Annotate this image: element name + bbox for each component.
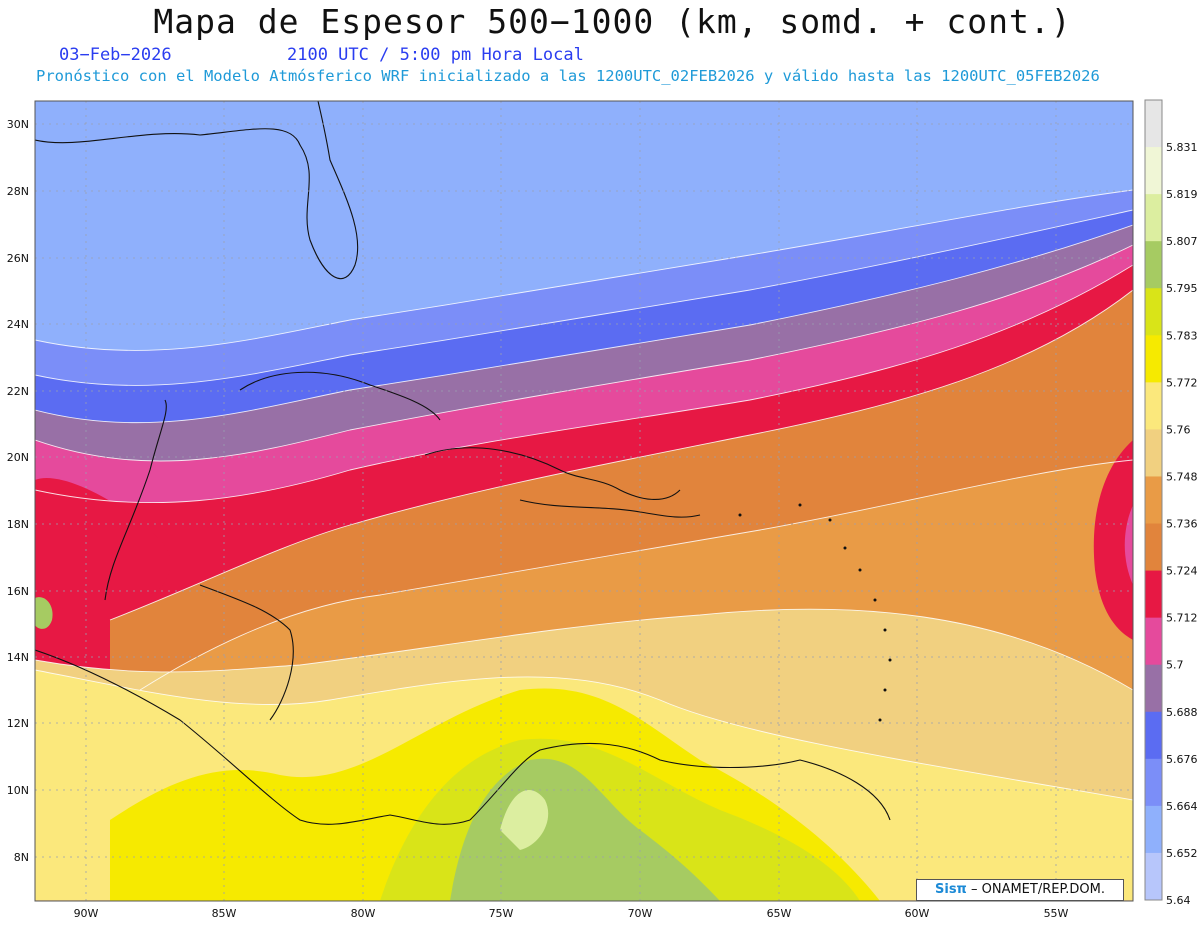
colorbar-label: 5.783 (1166, 329, 1198, 342)
lat-label: 30N (7, 118, 29, 131)
colorbar-swatch (1145, 711, 1162, 760)
colorbar-label: 5.688 (1166, 706, 1198, 719)
colorbar-swatch (1145, 241, 1162, 289)
lon-label: 65W (767, 907, 792, 920)
lat-label: 28N (7, 185, 29, 198)
colorbar-label: 5.64 (1166, 894, 1191, 907)
colorbar-swatch (1145, 147, 1162, 195)
band-east-5700 (1093, 440, 1133, 640)
credit-box: Sisπ – ONAMET/REP.DOM. (916, 879, 1124, 901)
colorbar-swatch (1145, 335, 1162, 383)
band-east-5688 (1124, 505, 1133, 585)
lat-label: 20N (7, 451, 29, 464)
lon-label: 60W (905, 907, 930, 920)
colorbar-label: 5.724 (1166, 565, 1198, 578)
colorbar-label: 5.76 (1166, 423, 1191, 436)
forecast-time: 2100 UTC / 5:00 pm Hora Local (287, 45, 584, 65)
band-west-green (35, 597, 53, 629)
coastlines (35, 101, 891, 825)
lon-label: 75W (489, 907, 514, 920)
lat-label: 22N (7, 385, 29, 398)
colorbar-swatch (1145, 194, 1162, 242)
lat-label: 26N (7, 252, 29, 265)
colorbar-swatch (1145, 288, 1162, 336)
longitude-labels: 90W 85W 80W 75W 70W 65W 60W 55W (74, 907, 1069, 920)
colorbar-label: 5.748 (1166, 470, 1198, 483)
lat-label: 16N (7, 585, 29, 598)
lat-label: 18N (7, 518, 29, 531)
lon-label: 80W (351, 907, 376, 920)
band-west-5700 (35, 478, 171, 616)
forecast-date: 03−Feb−2026 (59, 45, 172, 65)
model-description: Pronóstico con el Modelo Atmósferico WRF… (36, 67, 1100, 85)
small-islands (738, 503, 892, 722)
lat-label: 14N (7, 651, 29, 664)
colorbar-swatch (1145, 805, 1162, 854)
colorbar-label: 5.7 (1166, 659, 1184, 672)
colorbar-label: 5.676 (1166, 753, 1198, 766)
lon-label: 70W (628, 907, 653, 920)
colorbar-swatch (1145, 758, 1162, 807)
colorbar-swatch (1145, 476, 1162, 525)
colorbar: 5.831 5.819 5.807 5.795 5.783 5.772 5.76 5.748 5… (1144, 99, 1198, 907)
latitude-labels: 30N 28N 26N 24N 22N 20N 18N 16N 14N 12N 10N 8N (7, 118, 29, 864)
colorbar-swatch (1145, 617, 1162, 666)
band-5795 (450, 758, 720, 901)
lat-label: 8N (14, 851, 29, 864)
map-title: Mapa de Espesor 500−1000 (km, somd. + co… (153, 2, 1072, 41)
colorbar-swatch (1145, 852, 1162, 901)
colorbar-label: 5.819 (1166, 188, 1198, 201)
colorbar-swatch (1145, 570, 1162, 619)
colorbar-swatch (1145, 100, 1162, 148)
colorbar-label: 5.831 (1166, 141, 1198, 154)
colorbar-swatch (1145, 523, 1162, 572)
contour-lines (35, 189, 1133, 801)
colorbar-label: 5.772 (1166, 376, 1198, 389)
lat-label: 24N (7, 318, 29, 331)
colorbar-swatch (1145, 664, 1162, 713)
colorbar-label: 5.795 (1166, 282, 1198, 295)
colorbar-label: 5.652 (1166, 847, 1198, 860)
sispi-logo-text: Sisπ (935, 882, 967, 897)
lon-label: 85W (212, 907, 237, 920)
credit-text: – ONAMET/REP.DOM. (966, 882, 1105, 897)
colorbar-label: 5.712 (1166, 612, 1198, 625)
colorbar-swatch (1145, 382, 1162, 430)
colorbar-swatch (1145, 429, 1162, 477)
graticule (35, 101, 1133, 901)
colorbar-label: 5.664 (1166, 800, 1198, 813)
colorbar-label: 5.736 (1166, 518, 1198, 531)
thickness-bands (35, 101, 1133, 901)
colorbar-frame (1144, 99, 1163, 901)
colorbar-label: 5.807 (1166, 235, 1198, 248)
lat-label: 12N (7, 717, 29, 730)
map-frame (34, 100, 1134, 902)
lon-label: 55W (1044, 907, 1069, 920)
lon-label: 90W (74, 907, 99, 920)
band-5807 (500, 790, 549, 850)
lat-label: 10N (7, 784, 29, 797)
